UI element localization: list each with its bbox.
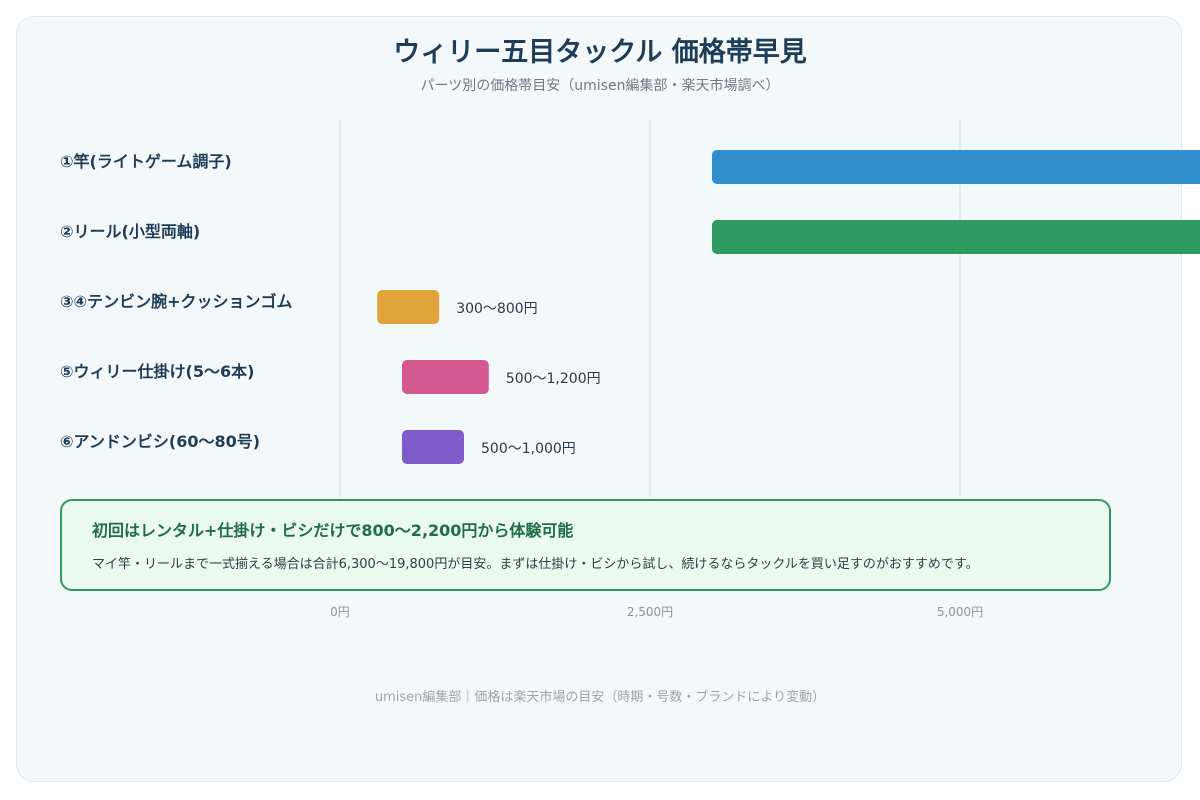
x-tick-label: 2,500円 xyxy=(627,605,673,619)
category-label: ⑤ウィリー仕掛け(5〜6本) xyxy=(60,362,254,381)
category-label: ②リール(小型両軸) xyxy=(60,222,200,241)
price-range-bar xyxy=(712,220,1200,254)
category-label: ⑥アンドンビシ(60〜80号) xyxy=(60,432,260,451)
category-label: ①竿(ライトゲーム調子) xyxy=(60,152,232,171)
x-tick-label: 5,000円 xyxy=(937,605,983,619)
footer-source-note: umisen編集部｜価格は楽天市場の目安（時期・号数・ブランドにより変動） xyxy=(374,690,826,705)
summary-note-heading: 初回はレンタル+仕掛け・ビシだけで800〜2,200円から体験可能 xyxy=(92,521,574,540)
chart-title: ウィリー五目タックル 価格帯早見 xyxy=(393,37,807,68)
category-label: ③④テンビン腕+クッションゴム xyxy=(60,292,293,311)
chart-subtitle: パーツ別の価格帯目安（umisen編集部・楽天市場調べ） xyxy=(420,78,780,94)
price-range-bar xyxy=(712,150,1200,184)
chart-card xyxy=(16,16,1182,782)
bar-value-label: 500〜1,000円 xyxy=(481,441,576,457)
price-range-bar xyxy=(377,290,440,324)
price-range-bar xyxy=(402,430,464,464)
price-range-bar xyxy=(402,360,489,394)
x-tick-label: 0円 xyxy=(330,605,350,619)
summary-note-box: 初回はレンタル+仕掛け・ビシだけで800〜2,200円から体験可能 マイ竿・リー… xyxy=(60,499,1111,591)
bar-value-label: 300〜800円 xyxy=(456,301,537,317)
summary-note-body: マイ竿・リールまで一式揃える場合は合計6,300〜19,800円が目安。まずは仕… xyxy=(92,557,979,572)
bar-value-label: 500〜1,200円 xyxy=(506,371,601,387)
